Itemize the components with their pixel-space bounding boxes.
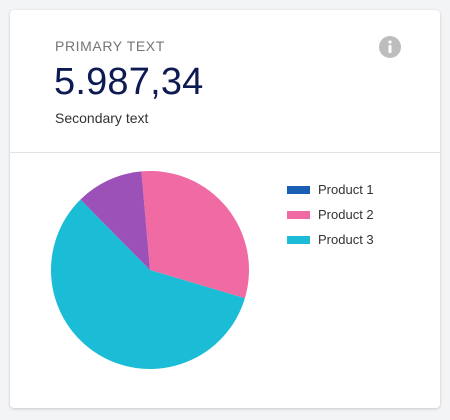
legend-item-product-3[interactable]: Product 3 bbox=[287, 233, 427, 258]
card-header: PRIMARY TEXT 5.987,34 Secondary text bbox=[10, 10, 440, 152]
pie-slice-product-2[interactable] bbox=[141, 171, 249, 299]
chart-legend: Product 1 Product 2 Product 3 bbox=[287, 183, 427, 258]
metric-card: PRIMARY TEXT 5.987,34 Secondary text Pro… bbox=[10, 10, 440, 408]
pie-slice-product-3[interactable] bbox=[50, 199, 245, 369]
secondary-text: Secondary text bbox=[55, 110, 149, 126]
card-divider bbox=[10, 152, 440, 153]
metric-value: 5.987,34 bbox=[54, 61, 204, 103]
legend-item-product-2[interactable]: Product 2 bbox=[287, 208, 427, 233]
pie-chart bbox=[50, 171, 249, 369]
info-icon[interactable] bbox=[378, 35, 402, 59]
legend-item-product-1[interactable]: Product 1 bbox=[287, 183, 427, 208]
legend-swatch-product-2 bbox=[287, 211, 310, 219]
chart-area: Product 1 Product 2 Product 3 bbox=[10, 153, 440, 408]
pie-slice-other[interactable] bbox=[80, 171, 150, 270]
legend-label-product-1: Product 1 bbox=[318, 182, 374, 197]
legend-swatch-product-3 bbox=[287, 236, 310, 244]
legend-swatch-product-1 bbox=[287, 186, 310, 194]
legend-label-product-2: Product 2 bbox=[318, 207, 374, 222]
legend-label-product-3: Product 3 bbox=[318, 232, 374, 247]
primary-text: PRIMARY TEXT bbox=[55, 38, 165, 54]
